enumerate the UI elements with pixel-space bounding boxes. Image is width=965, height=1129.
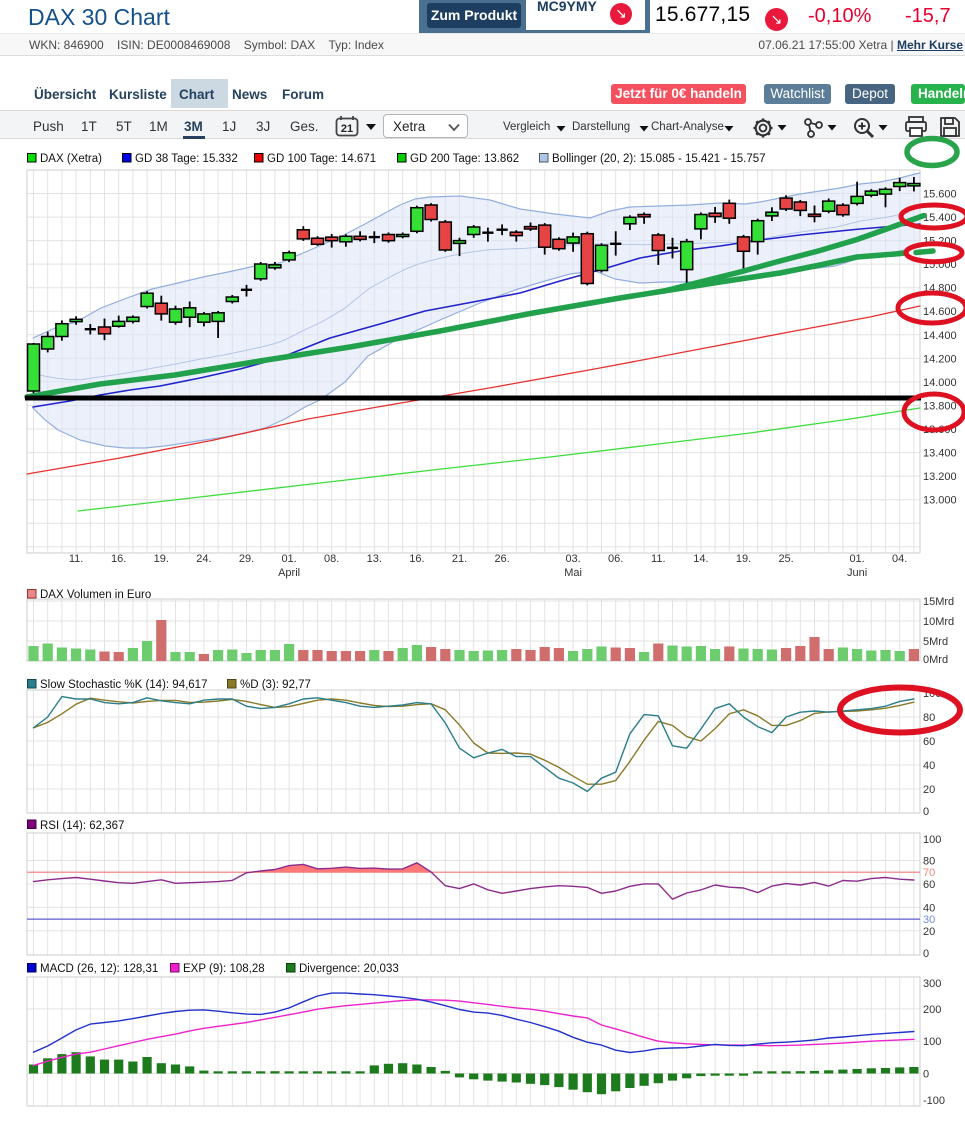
svg-text:13.: 13.	[367, 553, 382, 565]
svg-text:Bollinger (20, 2): 15.085 - 15: Bollinger (20, 2): 15.085 - 15.421 - 15.…	[552, 153, 766, 165]
svg-text:19.: 19.	[736, 553, 751, 565]
svg-text:14.000: 14.000	[923, 377, 957, 389]
svg-text:MACD (26, 12): 128,31: MACD (26, 12): 128,31	[40, 963, 158, 975]
svg-text:0Mrd: 0Mrd	[923, 654, 948, 666]
svg-text:11.: 11.	[69, 553, 83, 565]
svg-text:Divergence: 20,033: Divergence: 20,033	[299, 963, 399, 975]
svg-text:14.600: 14.600	[923, 306, 957, 318]
svg-text:70: 70	[923, 867, 935, 879]
svg-text:EXP (9): 108,28: EXP (9): 108,28	[183, 963, 265, 975]
svg-text:13.800: 13.800	[923, 401, 957, 413]
svg-text:DAX Volumen in Euro: DAX Volumen in Euro	[40, 589, 151, 601]
svg-text:300: 300	[923, 978, 941, 990]
svg-text:15.400: 15.400	[923, 212, 957, 224]
svg-text:40: 40	[923, 902, 935, 914]
svg-text:GD 200 Tage: 13.862: GD 200 Tage: 13.862	[410, 153, 519, 165]
svg-text:11.: 11.	[651, 553, 665, 565]
svg-text:April: April	[278, 567, 300, 579]
svg-text:Slow Stochastic %K (14): 94,61: Slow Stochastic %K (14): 94,617	[40, 679, 207, 691]
svg-text:06.: 06.	[608, 553, 623, 565]
svg-text:30: 30	[923, 914, 935, 926]
svg-text:100: 100	[923, 834, 941, 846]
svg-text:RSI (14): 62,367: RSI (14): 62,367	[40, 820, 124, 832]
svg-text:13.200: 13.200	[923, 471, 957, 483]
svg-text:20: 20	[923, 926, 935, 938]
svg-text:14.200: 14.200	[923, 353, 957, 365]
svg-text:25.: 25.	[778, 553, 793, 565]
svg-text:01.: 01.	[849, 553, 864, 565]
svg-text:0: 0	[923, 806, 929, 818]
svg-text:0: 0	[923, 1069, 929, 1081]
svg-text:0: 0	[923, 948, 929, 960]
svg-text:%D (3): 92,77: %D (3): 92,77	[240, 679, 311, 691]
svg-text:13.400: 13.400	[923, 448, 957, 460]
svg-text:13.000: 13.000	[923, 495, 957, 507]
svg-text:DAX (Xetra): DAX (Xetra)	[40, 153, 102, 165]
svg-text:24.: 24.	[196, 553, 211, 565]
svg-text:15.600: 15.600	[923, 189, 957, 201]
svg-text:26.: 26.	[494, 553, 509, 565]
svg-text:21: 21	[341, 123, 353, 135]
svg-text:20: 20	[923, 784, 935, 796]
svg-text:14.: 14.	[693, 553, 708, 565]
svg-text:100: 100	[923, 1036, 941, 1048]
svg-text:10Mrd: 10Mrd	[923, 616, 954, 628]
svg-text:16.: 16.	[111, 553, 126, 565]
svg-text:01.: 01.	[281, 553, 296, 565]
svg-text:29.: 29.	[239, 553, 254, 565]
svg-text:15Mrd: 15Mrd	[923, 596, 954, 608]
svg-text:80: 80	[923, 856, 935, 868]
svg-text:200: 200	[923, 1004, 941, 1016]
svg-text:14.400: 14.400	[923, 330, 957, 342]
svg-text:GD 38 Tage: 15.332: GD 38 Tage: 15.332	[135, 153, 238, 165]
svg-text:04.: 04.	[892, 553, 907, 565]
svg-text:03.: 03.	[565, 553, 580, 565]
svg-text:80: 80	[923, 712, 935, 724]
svg-text:60: 60	[923, 736, 935, 748]
svg-text:19.: 19.	[154, 553, 169, 565]
svg-text:Juni: Juni	[847, 567, 867, 579]
svg-text:40: 40	[923, 760, 935, 772]
svg-text:GD 100 Tage: 14.671: GD 100 Tage: 14.671	[267, 153, 376, 165]
svg-text:Mai: Mai	[564, 567, 582, 579]
svg-text:-100: -100	[923, 1095, 945, 1107]
svg-text:60: 60	[923, 879, 935, 891]
svg-text:5Mrd: 5Mrd	[923, 636, 948, 648]
svg-text:16.: 16.	[409, 553, 424, 565]
svg-text:21.: 21.	[452, 553, 467, 565]
svg-text:08.: 08.	[324, 553, 339, 565]
